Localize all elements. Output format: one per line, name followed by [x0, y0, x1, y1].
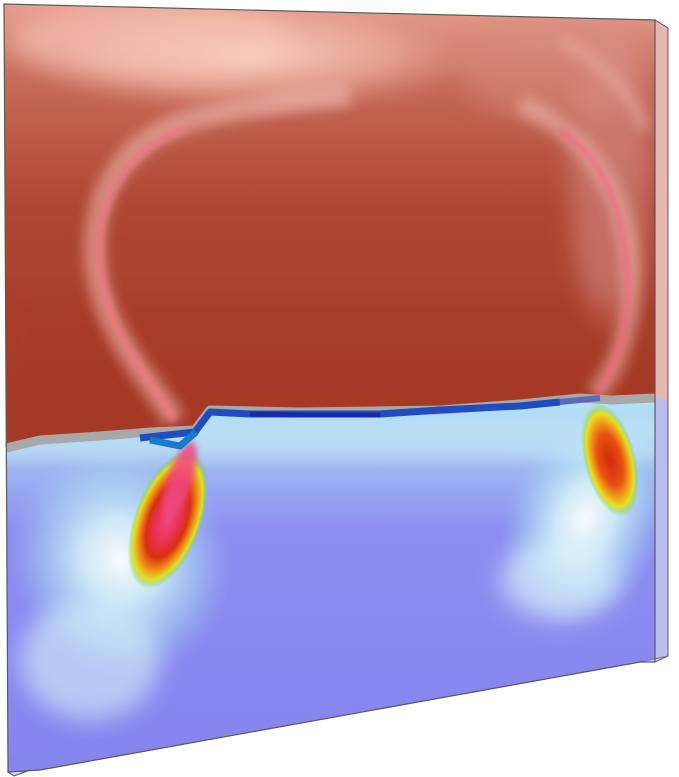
lower-region	[6, 398, 655, 772]
slab-side-face	[654, 19, 669, 663]
interface-line	[4, 393, 656, 453]
upper-region	[4, 4, 655, 448]
slab-outline	[3, 3, 669, 777]
